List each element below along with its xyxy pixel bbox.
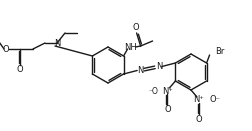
Text: Br: Br — [216, 47, 225, 56]
Text: ⁻O: ⁻O — [148, 86, 159, 95]
Text: N: N — [137, 66, 143, 75]
Text: O: O — [164, 105, 171, 114]
Text: N: N — [54, 39, 60, 48]
Text: NH: NH — [124, 42, 137, 51]
Text: N⁺: N⁺ — [194, 95, 204, 105]
Text: O: O — [196, 114, 202, 124]
Text: O: O — [132, 23, 139, 32]
Text: N⁺: N⁺ — [162, 86, 173, 95]
Text: N: N — [156, 62, 162, 71]
Text: O⁻: O⁻ — [210, 95, 221, 105]
Text: O: O — [17, 66, 23, 75]
Text: O: O — [3, 45, 9, 53]
